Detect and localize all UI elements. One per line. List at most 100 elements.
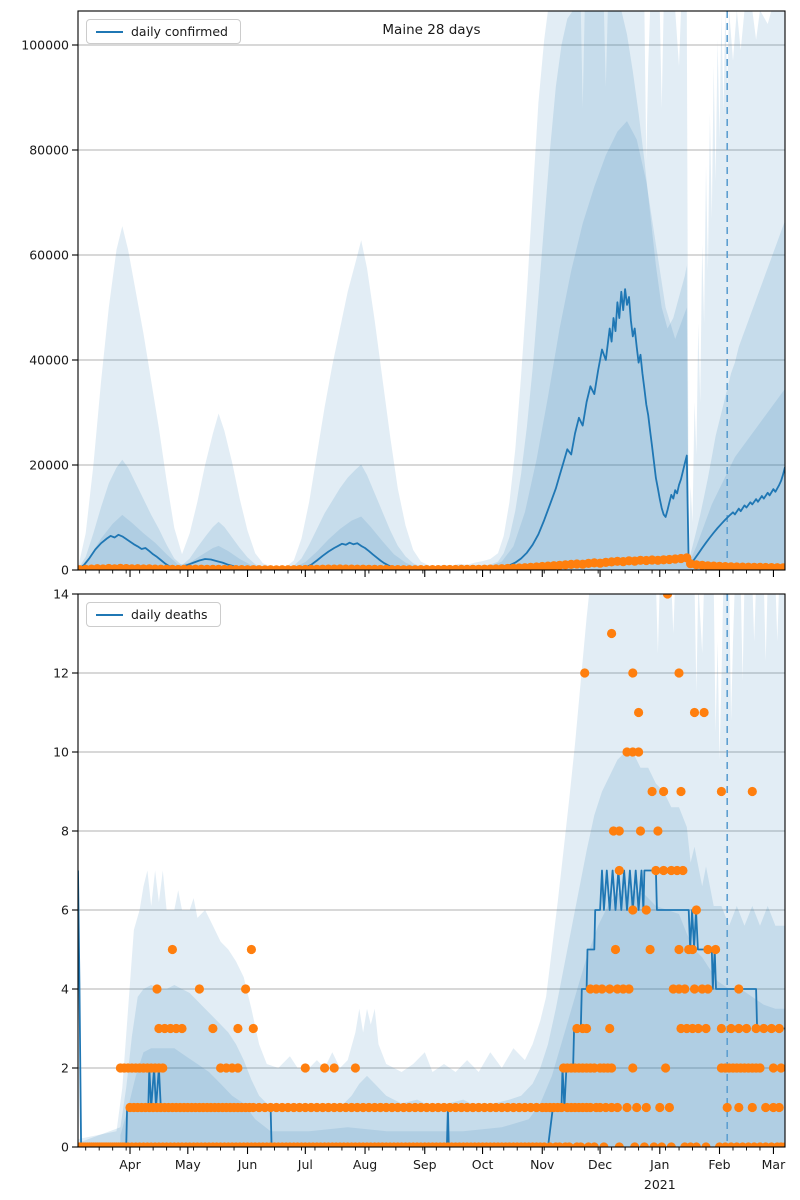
deaths-prediction-line: [78, 869, 785, 1147]
observed-dot: [641, 1102, 651, 1113]
tick-label: 4: [61, 981, 69, 996]
observed-dot: [687, 944, 698, 955]
tick-label: 6: [61, 902, 69, 917]
observed-dot: [701, 1023, 711, 1034]
observed-dot: [716, 786, 727, 797]
observed-dot: [766, 1023, 777, 1034]
tick-label: 12: [53, 665, 69, 680]
observed-dot: [614, 826, 624, 836]
observed-dot: [597, 984, 607, 994]
observed-dot: [628, 905, 638, 915]
uncertainty-band-inner: [78, 752, 785, 1147]
confirmed-prediction-line: [78, 288, 785, 570]
observed-dot: [768, 1063, 779, 1073]
tick-label: 10: [53, 744, 69, 759]
observed-dot: [689, 707, 700, 718]
observed-dot: [691, 1142, 701, 1147]
observed-dot: [693, 1023, 703, 1034]
tick-label: Nov: [530, 1157, 555, 1172]
tick-label: Oct: [472, 1157, 494, 1172]
tick-label: Sep: [413, 1157, 437, 1172]
observed-dot: [751, 1023, 761, 1034]
observed-dot: [177, 1023, 187, 1034]
uncertainty-band-outer: [78, 594, 785, 1147]
observed-dot: [649, 1142, 659, 1147]
observed-dot: [659, 865, 669, 876]
observed-dot: [674, 944, 684, 955]
observed-dot: [701, 1142, 711, 1147]
legend-label-deaths: daily deaths: [131, 607, 208, 622]
observed-dot: [329, 1063, 339, 1073]
observed-dot: [589, 1142, 599, 1147]
observed-dot: [674, 668, 684, 678]
tick-label: Jun: [237, 1157, 258, 1172]
observed-dot: [691, 905, 702, 915]
uncertainty-band-inner: [78, 11, 785, 570]
observed-dot: [350, 1063, 360, 1073]
observed-dot: [699, 707, 709, 718]
observed-dot: [778, 563, 785, 570]
observed-dot: [152, 984, 162, 994]
observed-dot: [612, 1102, 623, 1113]
observed-dot: [607, 1063, 617, 1073]
legend-daily-deaths: daily deaths: [86, 602, 221, 627]
observed-dot: [628, 668, 638, 678]
observed-dot: [582, 1023, 592, 1034]
observed-dot: [605, 984, 615, 994]
observed-dot: [653, 826, 663, 836]
observed-dot: [564, 1142, 574, 1147]
observed-dot: [233, 1063, 243, 1073]
observed-dots: [78, 553, 785, 570]
observed-dot: [651, 865, 661, 876]
observed-dot: [734, 1023, 744, 1034]
observed-dot: [634, 747, 644, 757]
observed-dot: [632, 1102, 642, 1113]
tick-label: 2021: [644, 1177, 676, 1192]
observed-dot: [639, 1142, 649, 1147]
legend-daily-confirmed: daily confirmed: [86, 19, 241, 44]
observed-dot: [610, 944, 621, 955]
tick-label: May: [175, 1157, 201, 1172]
observed-dot: [774, 1023, 784, 1034]
legend-label-confirmed: daily confirmed: [131, 24, 228, 39]
observed-dot: [605, 1023, 615, 1034]
tick-label: Mar: [762, 1157, 786, 1172]
observed-dot: [614, 1142, 624, 1147]
observed-dot: [641, 905, 651, 915]
tick-label: 0: [61, 1139, 69, 1154]
observed-dot: [607, 628, 617, 639]
observed-dot: [599, 1142, 609, 1147]
observed-dot: [755, 1063, 765, 1073]
axes-spines: [77, 10, 786, 571]
observed-dot: [734, 1102, 744, 1113]
observed-dot: [624, 984, 634, 994]
observed-dot: [320, 1063, 330, 1073]
tick-label: Jul: [297, 1157, 313, 1172]
observed-dot: [657, 1142, 667, 1147]
tick-label: 0: [61, 562, 69, 577]
observed-dots: [78, 594, 785, 1147]
observed-dot: [635, 826, 646, 836]
tick-label: 60000: [29, 247, 69, 262]
tick-label: 2: [61, 1060, 69, 1075]
tick-label: Apr: [119, 1157, 141, 1172]
observed-dot: [776, 1063, 785, 1073]
observed-dot: [726, 1023, 736, 1034]
observed-dot: [233, 1023, 243, 1034]
observed-dot: [676, 786, 686, 797]
observed-dot: [659, 786, 669, 797]
observed-dot: [241, 984, 251, 994]
observed-dot: [167, 944, 177, 955]
observed-dot: [703, 944, 713, 955]
observed-dot: [647, 786, 657, 797]
tick-label: Aug: [353, 1157, 377, 1172]
observed-dot: [194, 984, 204, 994]
observed-dot: [248, 1023, 258, 1034]
observed-dot: [246, 944, 256, 955]
observed-dot: [759, 1023, 769, 1034]
observed-dot: [747, 1102, 757, 1113]
observed-dot: [628, 1063, 638, 1073]
observed-dot: [689, 984, 700, 994]
observed-dot: [158, 1063, 168, 1073]
